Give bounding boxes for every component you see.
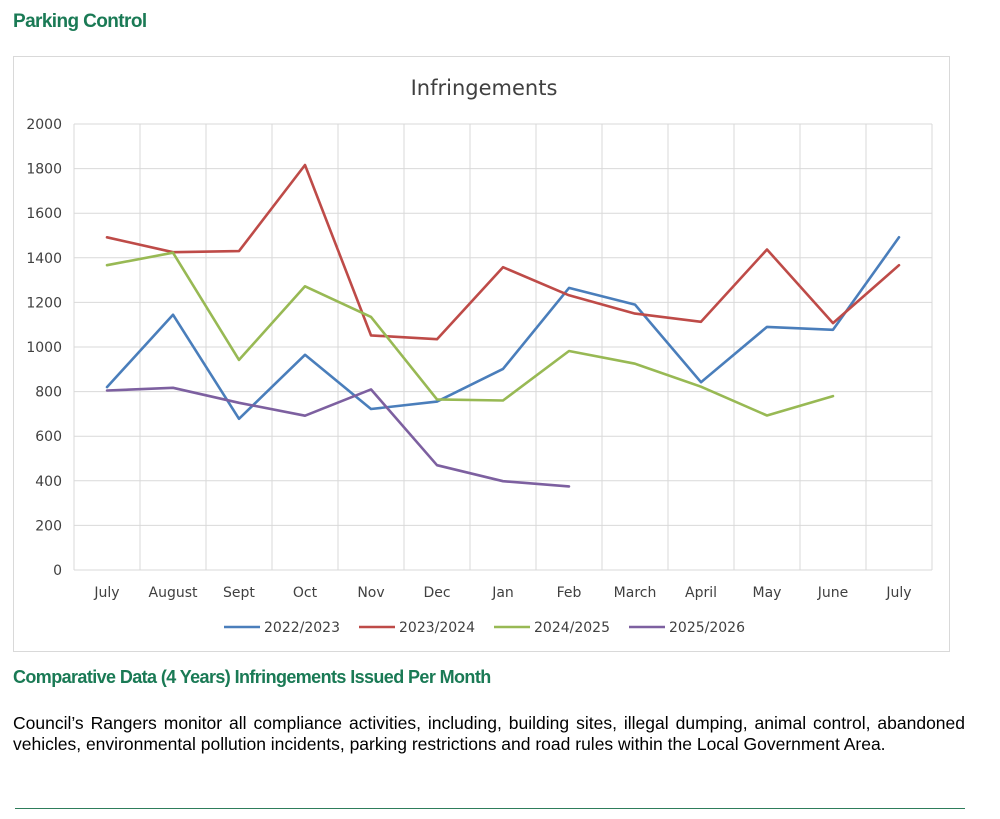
y-tick-label: 0 [53,563,62,579]
body-paragraph: Council’s Rangers monitor all compliance… [13,713,965,754]
chart-title: Infringements [411,76,558,100]
y-tick-label: 800 [35,385,62,401]
x-tick-label: March [614,585,657,601]
y-tick-label: 1800 [26,162,62,178]
legend-label: 2023/2024 [399,620,475,636]
legend-label: 2022/2023 [264,620,340,636]
x-tick-label: July [93,585,119,601]
gridlines [73,123,933,571]
y-tick-label: 400 [35,474,62,490]
x-tick-label: Feb [557,585,582,601]
chart-canvas: Infringements 0 200 400 600 800 1000 1200 1400 1… [26,76,933,636]
axis-labels: 0 200 400 600 800 1000 1200 1400 1600 1800 2000 Jul… [26,117,911,601]
x-tick-label: July [885,585,911,601]
legend: 2022/2023 2023/2024 2024/2025 2025/2026 [224,620,745,636]
y-tick-label: 1200 [26,295,62,311]
x-tick-label: August [149,585,199,601]
legend-label: 2024/2025 [534,620,610,636]
series-line-2024-2025 [105,251,835,417]
x-tick-label: Oct [293,585,318,601]
x-tick-label: June [817,585,849,601]
x-tick-label: April [685,585,717,601]
y-tick-label: 1400 [26,251,62,267]
chart-caption: Comparative Data (4 Years) Infringements… [13,667,491,687]
series-line-2022-2023 [105,236,901,421]
y-tick-label: 2000 [26,117,62,133]
y-tick-label: 1000 [26,340,62,356]
x-tick-label: May [753,585,782,601]
infringements-chart: Infringements 0 200 400 600 800 1000 1200 1400 1… [13,56,950,652]
legend-label: 2025/2026 [669,620,745,636]
x-tick-label: Jan [491,585,514,601]
series-line-2025-2026 [105,386,571,488]
x-tick-label: Dec [423,585,450,601]
footer-divider [15,808,965,809]
series-lines [105,163,901,488]
y-tick-label: 200 [35,518,62,534]
x-tick-label: Nov [357,585,384,601]
y-tick-label: 1600 [26,206,62,222]
section-heading: Parking Control [13,11,147,32]
series-line-2023-2024 [105,163,901,341]
y-tick-label: 600 [35,429,62,445]
x-tick-label: Sept [223,585,255,601]
